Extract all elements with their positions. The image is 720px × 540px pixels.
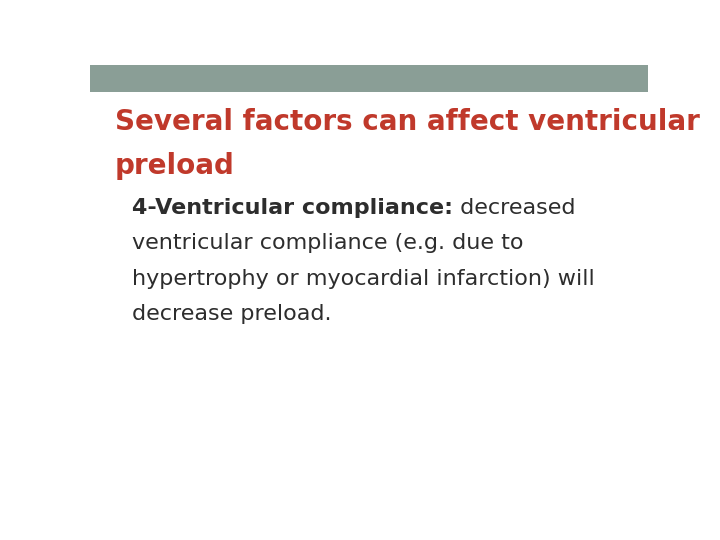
Text: preload: preload — [115, 152, 235, 180]
Text: hypertrophy or myocardial infarction) will: hypertrophy or myocardial infarction) wi… — [132, 268, 595, 288]
Text: ventricular compliance (e.g. due to: ventricular compliance (e.g. due to — [132, 233, 523, 253]
FancyBboxPatch shape — [90, 65, 648, 92]
Text: 4-Ventricular compliance:: 4-Ventricular compliance: — [132, 198, 453, 218]
Text: Several factors can affect ventricular: Several factors can affect ventricular — [115, 109, 700, 137]
Text: decrease preload.: decrease preload. — [132, 304, 331, 324]
Text: decreased: decreased — [453, 198, 575, 218]
